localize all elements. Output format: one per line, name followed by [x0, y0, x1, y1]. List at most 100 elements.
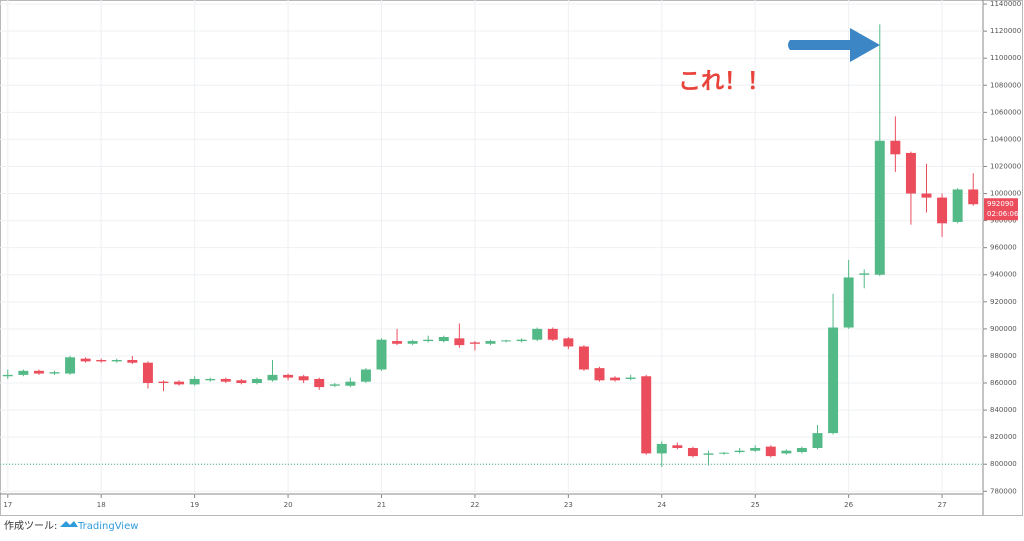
y-tick-label: 920000: [990, 298, 1017, 306]
candle-body: [952, 189, 963, 222]
candle-body: [485, 341, 496, 344]
candle-body: [96, 360, 107, 362]
candle-body: [672, 445, 683, 448]
candle-body: [33, 370, 44, 374]
candle-body: [501, 340, 512, 342]
candle-body: [750, 447, 761, 451]
x-tick-label: 18: [97, 501, 106, 509]
candle-body: [407, 341, 418, 344]
frame: [0, 0, 1023, 516]
candle-body: [563, 338, 574, 347]
y-tick-label: 880000: [990, 352, 1017, 360]
candle-body: [142, 362, 153, 384]
x-tick-label: 26: [844, 501, 853, 509]
candle-body: [454, 338, 465, 346]
last-price: 992090: [987, 200, 1014, 208]
candle-body: [874, 140, 885, 275]
candle-body: [641, 376, 652, 454]
candle-body: [734, 450, 745, 453]
candle-body: [360, 369, 371, 382]
candle-body: [859, 273, 870, 275]
candle-body: [547, 328, 558, 340]
candle-body: [610, 377, 621, 381]
y-tick-label: 840000: [990, 406, 1017, 414]
candle-body: [127, 360, 138, 363]
y-tick-label: 820000: [990, 433, 1017, 441]
candle-body: [890, 140, 901, 155]
y-tick-label: 1140000: [990, 0, 1021, 8]
candle-body: [267, 374, 278, 381]
y-tick-label: 1000000: [990, 190, 1021, 198]
candle-body: [796, 447, 807, 453]
x-tick-label: 20: [284, 501, 293, 509]
y-tick-label: 1120000: [990, 27, 1021, 35]
candle-body: [220, 378, 231, 382]
y-tick-label: 900000: [990, 325, 1017, 333]
x-tick-label: 23: [564, 501, 573, 509]
candle-body: [314, 378, 325, 388]
candle-body: [765, 446, 776, 457]
candle-body: [189, 378, 200, 385]
candle-body: [594, 368, 605, 381]
countdown: 02:06:06: [987, 210, 1019, 218]
y-tick-label: 1080000: [990, 81, 1021, 89]
x-tick-label: 19: [190, 501, 199, 509]
candle-body: [2, 374, 13, 377]
x-tick-label: 24: [657, 501, 666, 509]
y-tick-label: 1100000: [990, 54, 1021, 62]
y-tick-label: 1040000: [990, 135, 1021, 143]
x-tick-label: 17: [3, 501, 12, 509]
x-tick-label: 25: [751, 501, 760, 509]
candle-body: [937, 197, 948, 224]
candle-body: [205, 378, 216, 381]
candle-body: [625, 377, 636, 379]
candle-body: [921, 193, 932, 198]
candle-body: [516, 339, 527, 342]
footer-prefix: 作成ツール:: [4, 520, 57, 532]
candle-body: [469, 342, 480, 344]
candle-body: [236, 380, 247, 384]
candle-body: [905, 152, 916, 194]
candle-body: [812, 433, 823, 448]
y-tick-label: 980000: [990, 217, 1017, 225]
candle-body: [329, 384, 340, 386]
x-tick-label: 22: [470, 501, 479, 509]
candle-body: [345, 381, 356, 386]
candles: [2, 24, 979, 467]
candle-body: [687, 447, 698, 457]
y-tick-label: 1060000: [990, 108, 1021, 116]
candle-body: [843, 277, 854, 328]
arrow: [788, 28, 880, 62]
candle-body: [438, 337, 449, 342]
candle-body: [18, 370, 29, 375]
candle-body: [719, 452, 730, 454]
x-tick-label: 21: [377, 501, 386, 509]
candle-body: [376, 339, 387, 370]
candle-body: [392, 341, 403, 344]
candle-body: [656, 443, 667, 454]
candle-body: [174, 381, 185, 385]
grid: [0, 0, 983, 494]
candle-body: [703, 453, 714, 455]
candle-body: [111, 360, 122, 362]
candle-body: [781, 450, 792, 454]
y-tick-label: 1020000: [990, 162, 1021, 170]
candle-body: [532, 328, 543, 340]
candle-body: [65, 357, 76, 374]
y-tick-label: 960000: [990, 244, 1017, 252]
annotation: これ！！: [678, 69, 770, 95]
candle-body: [80, 358, 91, 362]
logo: [60, 521, 78, 527]
y-tick-label: 780000: [990, 487, 1017, 495]
candle-body: [828, 327, 839, 434]
candle-body: [578, 346, 589, 370]
footer-brand: TradingView: [77, 521, 138, 532]
y-tick-label: 860000: [990, 379, 1017, 387]
candle-body: [423, 339, 434, 342]
y-tick-label: 940000: [990, 271, 1017, 279]
candle-body: [968, 189, 979, 205]
candle-body: [283, 374, 294, 378]
candle-body: [158, 381, 169, 384]
